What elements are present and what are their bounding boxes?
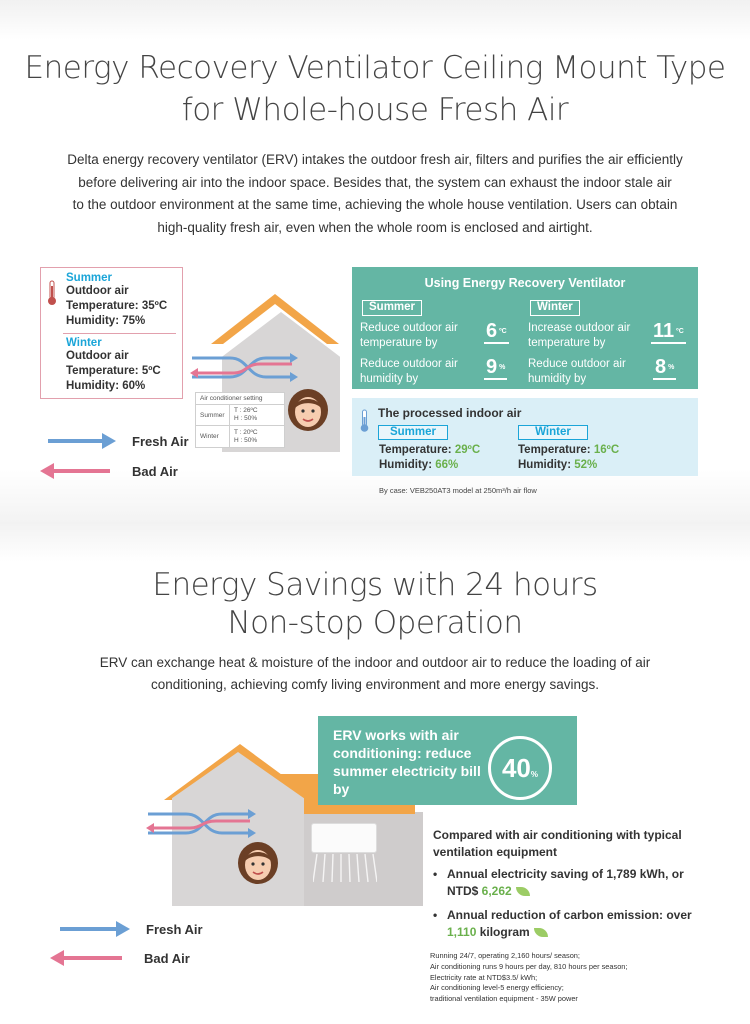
footnote-line: traditional ventilation equipment - 35W … (430, 994, 578, 1004)
processed-heading: The processed indoor air (378, 406, 522, 420)
processed-winter-temperature: Temperature: 16ºC (518, 444, 620, 456)
card-divider (63, 333, 176, 334)
legend-fresh-air-label: Fresh Air (146, 921, 203, 937)
erv-results-box: Using Energy Recovery Ventilator Summer … (352, 267, 698, 389)
ac-row-summer-label: Summer (196, 405, 230, 425)
erv-summer-temp-value: 6 ºC (484, 321, 509, 345)
erv-winter-humidity-value: 8% (653, 357, 677, 381)
outdoor-winter-label: Winter (66, 337, 102, 349)
outdoor-summer-label: Summer (66, 272, 113, 284)
air-conditioner-unit-icon (311, 823, 377, 853)
ac-table-header: Air conditioner setting (196, 393, 284, 405)
erv-summer-hum-line2: humidity by (360, 372, 419, 385)
legend-bad-air: Bad Air (50, 948, 190, 968)
section1-paragraph-line1: Delta energy recovery ventilator (ERV) i… (67, 152, 683, 167)
fresh-air-arrow-icon (60, 921, 130, 937)
erv-summer-hum-line1: Reduce outdoor air (360, 358, 458, 370)
footnote-line: Running 24/7, operating 2,160 hours/ sea… (430, 951, 580, 960)
legend-fresh-air: Fresh Air (48, 431, 189, 451)
erv-winter-temp-line1: Increase outdoor air (528, 322, 631, 334)
woman-avatar-icon (238, 842, 278, 884)
fresh-air-arrow-icon (48, 433, 116, 449)
leaf-icon (515, 887, 530, 897)
outdoor-winter-humidity: Humidity: 60% (66, 380, 146, 392)
savings-percent-unit: % (530, 770, 539, 779)
erv-summer-tag: Summer (362, 300, 423, 316)
erv-winter-temp-value: 11 ºC (651, 321, 686, 345)
bad-air-arrow-icon (50, 950, 122, 966)
ac-winter-humidity: H : 50% (234, 436, 258, 444)
legend-fresh-air: Fresh Air (60, 919, 203, 939)
savings-percent-value: 40 (501, 753, 531, 783)
house-roof (203, 290, 348, 352)
air-conditioner-setting-table: Air conditioner setting Summer T : 26ºC … (195, 392, 285, 448)
section2-paragraph-line2: conditioning, achieving comfy living env… (151, 677, 599, 692)
woman-avatar-icon (288, 389, 328, 431)
processed-summer-humidity: Humidity: 66% (379, 459, 459, 471)
table-row: Winter T : 20ºC H : 50% (196, 426, 284, 447)
assumptions-footnote: Running 24/7, operating 2,160 hours/ sea… (430, 951, 730, 1005)
thermometer-hot-icon (48, 280, 56, 305)
section2-title-line2: Non-stop Operation (227, 605, 523, 641)
comparison-title: Compared with air conditioning with typi… (433, 828, 682, 859)
erv-summer-humidity-value: 9% (484, 357, 508, 381)
ac-winter-temperature: T : 20ºC (234, 428, 258, 436)
processed-summer-temperature: Temperature: 29ºC (379, 444, 481, 456)
outdoor-air-card: Summer Outdoor air Temperature: 35ºC Hum… (40, 267, 183, 399)
section1-paragraph-line3: to the outdoor environment at the same t… (72, 197, 678, 212)
processed-winter-humidity: Humidity: 52% (518, 459, 598, 471)
cool-air-flow-icon (313, 853, 377, 883)
outdoor-winter-temperature: Temperature: 5ºC (66, 365, 161, 377)
thermometer-cool-icon (360, 409, 369, 432)
table-row: Summer T : 26ºC H : 50% (196, 405, 284, 426)
outdoor-summer-line1: Outdoor air (66, 285, 129, 297)
ac-summer-temperature: T : 26ºC (234, 407, 258, 414)
section2-paragraph-line1: ERV can exchange heat & moisture of the … (99, 655, 651, 670)
outdoor-summer-humidity: Humidity: 75% (66, 315, 146, 327)
bullet-electricity-saving: Annual electricity saving of 1,789 kWh, … (433, 866, 713, 900)
section1-title-line2: for Whole-house Fresh Air (181, 92, 569, 128)
erv-winter-temp-line2: temperature by (528, 336, 606, 349)
footnote-line: Air conditioning runs 9 hours per day, 8… (430, 961, 628, 971)
processed-winter-tag: Winter (518, 425, 588, 440)
erv-summer-temp-line2: temperature by (360, 336, 438, 349)
erv-summer-temp-line1: Reduce outdoor air (360, 322, 458, 334)
section1-paragraph-line4: high-quality fresh air, even when the wh… (157, 220, 593, 235)
footnote-line: Air conditioning level-5 energy efficien… (430, 983, 564, 993)
legend-fresh-air-label: Fresh Air (132, 433, 189, 449)
case-note: By case: VEB250AT3 model at 250m³/h air … (379, 486, 537, 495)
section2-title-line1: Energy Savings with 24 hours (152, 567, 598, 603)
processed-indoor-air-box: The processed indoor air Summer Winter T… (352, 398, 698, 476)
legend-bad-air: Bad Air (40, 461, 178, 481)
bad-air-arrow-icon (40, 463, 110, 479)
ac-row-winter-label: Winter (196, 426, 230, 447)
erv-winter-tag: Winter (530, 300, 580, 316)
ac-summer-humidity: H : 50% (234, 415, 258, 422)
savings-percent-badge: 40% (488, 736, 552, 800)
erv-savings-text: ERV works with air conditioning: reduce … (333, 727, 481, 797)
outdoor-winter-line1: Outdoor air (66, 350, 129, 362)
legend-bad-air-label: Bad Air (144, 950, 190, 966)
leaf-icon (533, 928, 548, 938)
outdoor-summer-temperature: Temperature: 35ºC (66, 300, 168, 312)
air-flow-arrows (146, 809, 256, 838)
section1-paragraph-line2: before delivering air into the indoor sp… (78, 175, 672, 190)
section1-title-line1: Energy Recovery Ventilator Ceiling Mount… (24, 50, 726, 86)
erv-winter-hum-line1: Reduce outdoor air (528, 358, 626, 370)
erv-winter-hum-line2: humidity by (528, 372, 587, 385)
air-flow-arrows (190, 353, 298, 382)
processed-summer-tag: Summer (378, 425, 448, 440)
bullet-carbon-reduction: Annual reduction of carbon emission: ove… (433, 907, 713, 941)
erv-box-heading: Using Energy Recovery Ventilator (424, 276, 626, 290)
legend-bad-air-label: Bad Air (132, 463, 178, 479)
footnote-line: Electricity rate at NTD$3.5/ kWh; (430, 972, 538, 982)
